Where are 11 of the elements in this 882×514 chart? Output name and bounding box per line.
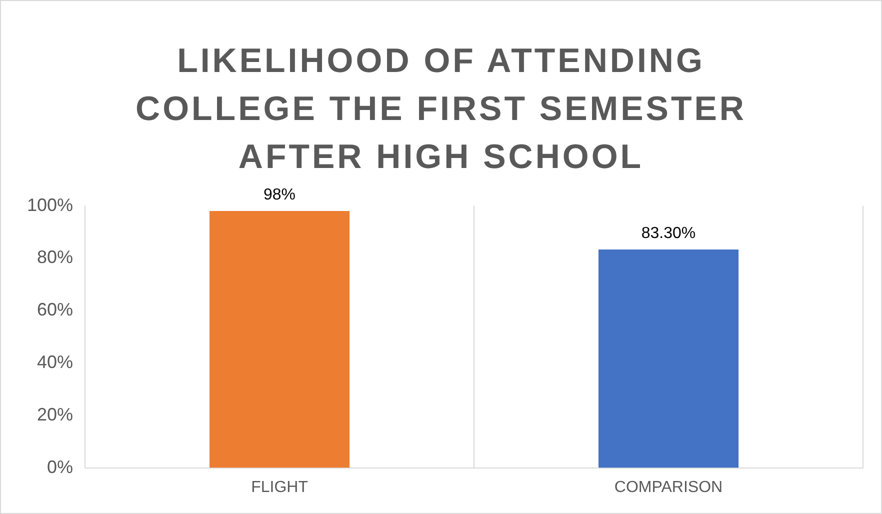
y-tick-label: 20% <box>37 404 74 424</box>
y-tick-label: 40% <box>37 352 74 372</box>
y-tick-label: 0% <box>47 456 74 477</box>
data-label: 98% <box>264 186 296 204</box>
y-tick-label: 100% <box>26 194 74 215</box>
x-tick-label: FLIGHT <box>251 478 308 496</box>
chart-title: LIKELIHOOD OF ATTENDING COLLEGE THE FIRST SEMESTER AFTER HIGH SCHOOL <box>134 41 748 178</box>
x-tick-label: COMPARISON <box>614 478 723 496</box>
data-label: 83.30% <box>641 224 696 242</box>
y-tick-label: 60% <box>37 300 74 320</box>
y-tick-label: 80% <box>37 247 74 268</box>
